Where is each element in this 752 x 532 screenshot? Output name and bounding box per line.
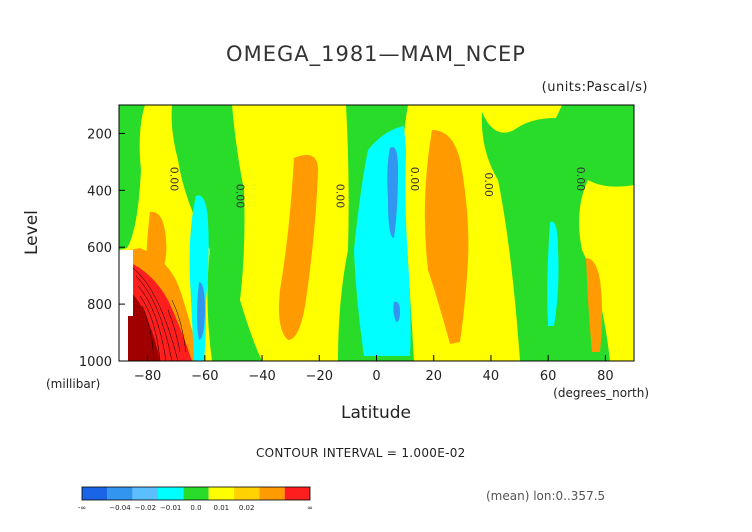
orange-region [279,154,318,340]
x-tick-label: −60 [191,369,218,384]
x-tick-label: 40 [483,369,500,384]
x-tick-label: 0 [372,369,380,384]
contour-label: 0.00 [168,167,181,192]
missing-data-region [119,250,133,316]
colorbar-swatch [132,487,158,500]
green-region [119,105,145,250]
y-tick-label: 600 [87,241,112,256]
green-region [171,105,262,361]
contour-label: 0.00 [574,167,587,192]
x-tick-label: 80 [597,369,614,384]
colorbar-swatch [158,487,184,500]
colorbar-label: −0.04 [109,504,131,512]
colorbar-label: −0.01 [160,504,181,512]
x-tick-label: −20 [306,369,333,384]
colorbar-label: -∞ [78,504,86,512]
x-axis-label: Latitude [341,403,411,423]
mean-longitude-label: (mean) lon:0..357.5 [486,489,606,503]
colorbar-swatch [259,487,285,500]
x-tick-label: 60 [540,369,557,384]
x-tick-label: −80 [134,369,161,384]
cyan-region [547,221,559,326]
orange-region [424,130,469,344]
colorbar-swatch [234,487,260,500]
colorbar-label: 0.01 [214,504,230,512]
x-tick-label: 20 [425,369,442,384]
contour-field [119,105,634,361]
y-tick-label: 200 [87,127,112,142]
colorbar-swatch [284,487,310,500]
colorbar-swatch [107,487,133,500]
contour-lines [132,267,187,361]
colorbar-label: ∞ [307,504,313,512]
units-label: (units:Pascal/s) [541,80,648,95]
contour-label: 0.00 [233,184,246,209]
colorbar-swatch [183,487,209,500]
orange-region [586,258,602,352]
contour-label: 0.00 [408,167,421,192]
x-tick-label: −40 [248,369,275,384]
colorbar-label: 0.0 [190,504,201,512]
missing-data-region [119,316,128,361]
y-tick-label: 400 [87,184,112,199]
contour-label: 0.00 [333,184,346,209]
y-tick-label: 800 [87,298,112,313]
contour-labels: 0.00 0.00 0.00 0.00 0.00 0.00 [168,167,587,209]
blue-region [197,282,205,340]
chart-title: OMEGA_1981—MAM_NCEP [226,42,526,66]
y-tick-label: 1000 [79,355,112,370]
x-ticks: −80 −60 −40 −20 0 20 40 60 80 [134,355,614,384]
colorbar-swatch [82,487,108,500]
colorbar: -∞ −0.04 −0.02 −0.01 0.0 0.01 0.02 ∞ [78,486,313,512]
colorbar-label: 0.02 [239,504,255,512]
colorbar-swatch [208,487,234,500]
x-axis-unit: (degrees_north) [553,386,649,400]
y-ticks: 200 400 600 800 1000 [79,127,125,370]
colorbar-label: −0.02 [135,504,156,512]
blue-region [393,301,400,322]
blue-region [387,146,398,238]
contour-label: 0.00 [482,172,495,197]
contour-interval-label: CONTOUR INTERVAL = 1.000E-02 [256,446,466,460]
y-axis-unit: (millibar) [46,377,101,391]
colorbar-frame [81,486,311,501]
